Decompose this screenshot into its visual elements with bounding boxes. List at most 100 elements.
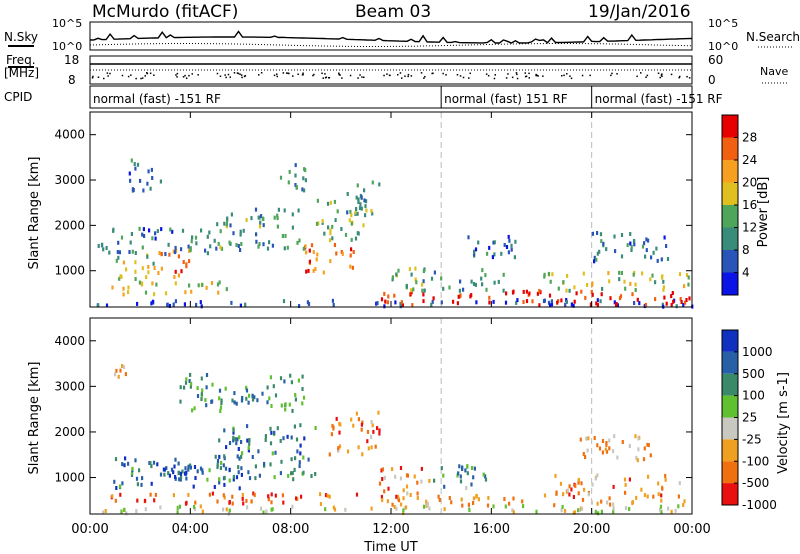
heatmap-cell (298, 464, 301, 469)
freq-sample-dot (357, 77, 359, 79)
heatmap-cell (504, 504, 507, 509)
freq-sample-dot (515, 72, 518, 74)
heatmap-cell (164, 291, 168, 296)
heatmap-cell (469, 294, 472, 299)
heatmap-cell (194, 500, 197, 505)
heatmap-cell (120, 509, 123, 514)
heatmap-cell (262, 223, 265, 228)
freq-sample-dot (324, 73, 326, 75)
freq-sample-dot (197, 74, 199, 76)
heatmap-cell (609, 296, 612, 301)
heatmap-cell (420, 466, 423, 471)
heatmap-cell (631, 500, 634, 505)
freq-sample-dot (276, 75, 278, 78)
heatmap-cell (352, 250, 355, 254)
heatmap-cell (254, 207, 258, 212)
heatmap-cell (355, 411, 358, 416)
heatmap-cell (291, 504, 294, 509)
heatmap-cell (555, 490, 558, 495)
heatmap-cell (156, 462, 159, 467)
heatmap-cell (616, 455, 619, 460)
heatmap-cell (432, 296, 435, 301)
heatmap-cell (217, 290, 220, 295)
heatmap-cell (317, 221, 320, 226)
heatmap-cell (294, 456, 297, 461)
heatmap-cell (370, 208, 373, 213)
x-tick-label: 04:00 (172, 522, 209, 537)
heatmap-cell (335, 416, 338, 421)
heatmap-cell (129, 240, 132, 245)
heatmap-cell (302, 395, 306, 400)
heatmap-cell (183, 302, 186, 307)
heatmap-cell (568, 492, 571, 497)
heatmap-cell (187, 492, 190, 497)
heatmap-cell (481, 282, 484, 287)
heatmap-cell (488, 245, 491, 250)
heatmap-cell (176, 510, 179, 515)
heatmap-cell (199, 466, 203, 471)
heatmap-cell (262, 242, 265, 247)
heatmap-cell (210, 281, 214, 285)
heatmap-cell (300, 494, 303, 499)
heatmap-cell (228, 508, 231, 513)
heatmap-cell (573, 299, 576, 304)
heatmap-cell (584, 295, 587, 300)
freq-tick-bottom: 8 (68, 73, 76, 87)
heatmap-cell (136, 498, 139, 503)
heatmap-cell (602, 241, 605, 246)
heatmap-cell (232, 428, 235, 432)
heatmap-cell (350, 213, 353, 218)
heatmap-cell (660, 493, 663, 498)
heatmap-cell (590, 500, 594, 505)
cpid-segments: normal (fast) -151 RF normal (fast) 151 R… (93, 86, 723, 108)
heatmap-cell (333, 507, 337, 512)
heatmap-cell (310, 474, 313, 478)
heatmap-cell (276, 216, 279, 221)
freq-sample-dot (175, 74, 177, 76)
freq-sample-dot (312, 74, 314, 77)
freq-sample-dot (431, 72, 433, 75)
heatmap-cell (514, 239, 517, 244)
heatmap-cell (268, 396, 271, 401)
heatmap-cell (189, 246, 192, 251)
heatmap-cell (290, 471, 293, 476)
heatmap-cell (252, 491, 255, 496)
heatmap-cell (629, 281, 632, 286)
velocity-panel-frame (89, 317, 693, 515)
heatmap-cell (205, 373, 209, 377)
heatmap-cell (422, 292, 425, 297)
heatmap-cell (568, 288, 571, 293)
heatmap-cell (351, 265, 354, 270)
heatmap-cell (589, 302, 592, 307)
heatmap-cell (659, 504, 663, 509)
heatmap-cell (247, 448, 250, 453)
heatmap-cell (596, 251, 599, 256)
heatmap-cell (259, 220, 262, 225)
heatmap-cell (177, 254, 180, 259)
heatmap-cell (269, 426, 272, 431)
velocity-y-axis: 1000 2000 3000 4000 (54, 334, 692, 485)
heatmap-cell (525, 299, 529, 304)
heatmap-cell (151, 176, 154, 180)
colorbar-tick-label: 20 (742, 176, 757, 190)
heatmap-cell (235, 441, 238, 446)
heatmap-cell (163, 472, 166, 477)
heatmap-cell (125, 267, 128, 272)
heatmap-cell (258, 224, 262, 229)
heatmap-cell (346, 192, 349, 196)
heatmap-cell (201, 388, 204, 393)
heatmap-cell (443, 507, 446, 512)
freq-sample-dot (144, 75, 146, 77)
heatmap-cell (356, 211, 359, 216)
heatmap-cell (232, 435, 235, 440)
heatmap-cell (239, 303, 242, 308)
freq-sample-dot (404, 75, 406, 77)
heatmap-cell (440, 300, 443, 305)
heatmap-cell (298, 238, 301, 243)
heatmap-cell (105, 246, 108, 250)
heatmap-cell (179, 477, 182, 482)
heatmap-cell (660, 498, 663, 503)
heatmap-cell (667, 506, 670, 511)
heatmap-cell (178, 477, 181, 482)
noise-tick-right-top: 10^5 (708, 17, 738, 30)
